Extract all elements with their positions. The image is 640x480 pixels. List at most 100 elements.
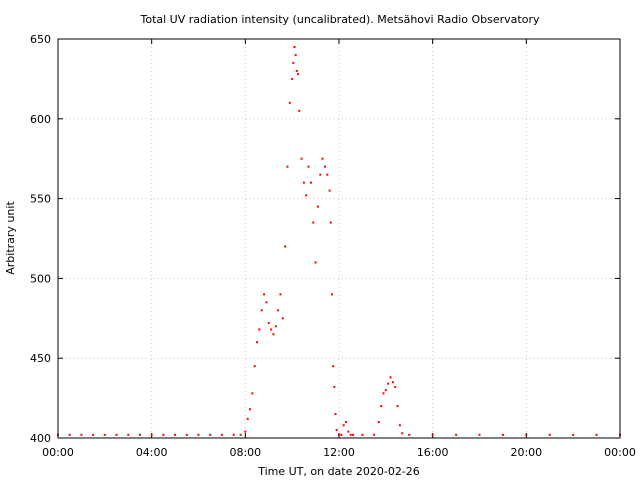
data-point	[284, 245, 287, 248]
data-point	[401, 432, 404, 435]
data-point	[293, 45, 296, 48]
data-point	[239, 433, 242, 436]
data-point	[332, 365, 335, 368]
y-tick-label: 600	[30, 113, 51, 126]
data-point	[274, 325, 277, 328]
data-point	[272, 333, 275, 336]
data-point	[329, 221, 332, 224]
data-point	[127, 433, 130, 436]
data-point	[260, 309, 263, 312]
data-point	[572, 433, 575, 436]
data-point	[338, 433, 340, 436]
data-point	[162, 433, 165, 436]
x-tick-label: 00:00	[42, 446, 74, 459]
x-axis-label: Time UT, on date 2020-02-26	[257, 465, 420, 478]
data-point	[321, 157, 324, 160]
data-point	[281, 317, 284, 320]
y-tick-label: 450	[30, 352, 51, 365]
data-point	[349, 433, 352, 436]
x-tick-label: 20:00	[510, 446, 542, 459]
data-point	[595, 433, 598, 436]
data-point	[501, 433, 504, 436]
x-tick-label: 00:00	[604, 446, 636, 459]
x-tick-label: 08:00	[229, 446, 261, 459]
x-tick-label: 16:00	[417, 446, 449, 459]
data-point	[326, 173, 329, 176]
data-point	[232, 433, 235, 436]
data-point	[478, 433, 481, 436]
data-point	[330, 293, 333, 296]
data-point	[277, 309, 280, 312]
data-point	[340, 433, 343, 436]
data-point	[220, 433, 223, 436]
data-point	[150, 433, 153, 436]
data-point	[295, 69, 298, 72]
data-points	[57, 45, 621, 436]
data-point	[335, 429, 338, 432]
data-point	[394, 385, 397, 388]
y-ticks: 400 450 500 550 600 650	[30, 33, 620, 445]
data-point	[382, 392, 385, 395]
y-tick-label: 500	[30, 272, 51, 285]
data-point	[286, 165, 289, 168]
data-point	[345, 421, 348, 424]
data-point	[263, 293, 266, 296]
data-point	[115, 433, 118, 436]
y-tick-label: 550	[30, 193, 51, 206]
data-point	[396, 405, 399, 408]
data-point	[197, 433, 200, 436]
data-point	[333, 385, 336, 388]
y-axis-label: Arbitrary unit	[4, 201, 17, 275]
y-tick-label: 400	[30, 432, 51, 445]
data-point	[391, 381, 394, 384]
data-point	[316, 205, 319, 208]
data-point	[525, 433, 528, 436]
data-point	[174, 433, 177, 436]
data-point	[307, 165, 310, 168]
data-point	[270, 328, 273, 331]
data-point	[246, 417, 249, 420]
data-point	[328, 189, 331, 192]
grid	[58, 39, 620, 438]
data-point	[398, 424, 401, 427]
data-point	[267, 322, 270, 325]
data-point	[347, 430, 350, 433]
data-point	[314, 261, 317, 264]
data-point	[103, 433, 106, 436]
data-point	[319, 173, 322, 176]
data-point	[309, 181, 312, 184]
data-point	[312, 221, 315, 224]
plot-frame	[57, 38, 621, 439]
data-point	[253, 365, 256, 368]
data-point	[389, 376, 392, 379]
x-tick-label: 12:00	[323, 446, 355, 459]
data-point	[298, 109, 301, 112]
data-point	[323, 165, 326, 168]
y-tick-label: 650	[30, 33, 51, 46]
data-point	[302, 181, 305, 184]
data-point	[80, 433, 83, 436]
data-point	[258, 328, 261, 331]
data-point	[292, 61, 295, 64]
data-point	[352, 433, 355, 436]
data-point	[387, 382, 390, 385]
data-point	[251, 392, 254, 395]
data-point	[288, 101, 291, 104]
data-point	[185, 433, 188, 436]
x-ticks: 00:00 04:00 08:00 12:00 16:00 20:00 00:00	[42, 39, 636, 459]
data-point	[279, 293, 282, 296]
data-point	[244, 430, 247, 433]
data-point	[342, 424, 345, 427]
data-point	[455, 433, 458, 436]
data-point	[373, 433, 376, 436]
data-point	[377, 421, 380, 424]
data-point	[297, 73, 300, 76]
data-point	[305, 194, 308, 197]
data-point	[209, 433, 212, 436]
data-point	[300, 157, 303, 160]
data-point	[334, 413, 337, 416]
data-point	[361, 433, 364, 436]
data-point	[294, 53, 297, 56]
data-point	[380, 405, 383, 408]
